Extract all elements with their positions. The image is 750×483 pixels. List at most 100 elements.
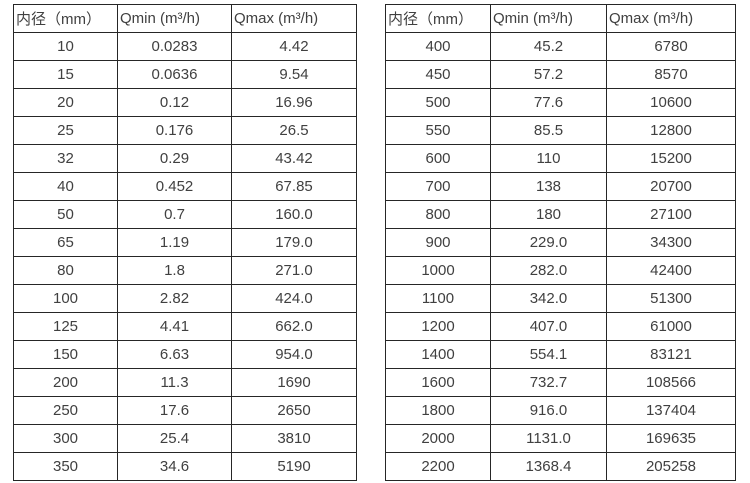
flow-table-small-diameters: 内径（mm） Qmin (m³/h) Qmax (m³/h) 10 0.0283 4…: [13, 4, 357, 481]
table-cell: 4.41: [117, 312, 232, 341]
table-cell: 1800: [385, 396, 491, 425]
table-cell: 8570: [606, 60, 736, 89]
table-cell: 42400: [606, 256, 736, 285]
table-cell: 424.0: [231, 284, 357, 313]
table-row: 1000 282.0 42400: [385, 256, 736, 285]
table-cell: 300: [13, 424, 118, 453]
table-cell: 15200: [606, 144, 736, 173]
table-cell: 2000: [385, 424, 491, 453]
table-cell: 350: [13, 452, 118, 481]
table-cell: 554.1: [490, 340, 607, 369]
table-row: 50 0.7 160.0: [13, 200, 357, 229]
table-cell: 27100: [606, 200, 736, 229]
table-row: 125 4.41 662.0: [13, 312, 357, 341]
table-row: 100 2.82 424.0: [13, 284, 357, 313]
table-cell: 450: [385, 60, 491, 89]
table-cell: 125: [13, 312, 118, 341]
table-row: 10 0.0283 4.42: [13, 32, 357, 61]
table-cell: 732.7: [490, 368, 607, 397]
table-cell: 25: [13, 116, 118, 145]
table-row: 300 25.4 3810: [13, 424, 357, 453]
table-row: 150 6.63 954.0: [13, 340, 357, 369]
table-cell: 4.42: [231, 32, 357, 61]
table-header-row: 内径（mm） Qmin (m³/h) Qmax (m³/h): [385, 4, 736, 33]
table-cell: 200: [13, 368, 118, 397]
table-cell: 57.2: [490, 60, 607, 89]
table-row: 1600 732.7 108566: [385, 368, 736, 397]
table-cell: 110: [490, 144, 607, 173]
table-cell: 400: [385, 32, 491, 61]
table-row: 20 0.12 16.96: [13, 88, 357, 117]
table-header-row: 内径（mm） Qmin (m³/h) Qmax (m³/h): [13, 4, 357, 33]
table-cell: 100: [13, 284, 118, 313]
header-qmax: Qmax (m³/h): [606, 4, 736, 33]
header-qmax: Qmax (m³/h): [231, 4, 357, 33]
table-row: 500 77.6 10600: [385, 88, 736, 117]
table-row: 2200 1368.4 205258: [385, 452, 736, 481]
table-row: 1800 916.0 137404: [385, 396, 736, 425]
table-row: 80 1.8 271.0: [13, 256, 357, 285]
table-cell: 20700: [606, 172, 736, 201]
table-cell: 662.0: [231, 312, 357, 341]
header-inner-diameter: 内径（mm）: [385, 4, 491, 33]
table-row: 15 0.0636 9.54: [13, 60, 357, 89]
table-cell: 6780: [606, 32, 736, 61]
table-cell: 150: [13, 340, 118, 369]
table-cell: 954.0: [231, 340, 357, 369]
table-cell: 61000: [606, 312, 736, 341]
table-cell: 407.0: [490, 312, 607, 341]
table-cell: 20: [13, 88, 118, 117]
table-cell: 0.12: [117, 88, 232, 117]
table-cell: 40: [13, 172, 118, 201]
table-cell: 600: [385, 144, 491, 173]
table-cell: 15: [13, 60, 118, 89]
table-cell: 205258: [606, 452, 736, 481]
table-cell: 43.42: [231, 144, 357, 173]
table-row: 800 180 27100: [385, 200, 736, 229]
table-cell: 5190: [231, 452, 357, 481]
header-qmin: Qmin (m³/h): [117, 4, 232, 33]
table-row: 250 17.6 2650: [13, 396, 357, 425]
table-row: 550 85.5 12800: [385, 116, 736, 145]
table-row: 200 11.3 1690: [13, 368, 357, 397]
table-cell: 2200: [385, 452, 491, 481]
table-cell: 3810: [231, 424, 357, 453]
table-row: 350 34.6 5190: [13, 452, 357, 481]
table-cell: 1368.4: [490, 452, 607, 481]
flow-table-large-diameters: 内径（mm） Qmin (m³/h) Qmax (m³/h) 400 45.2 67…: [385, 4, 736, 481]
table-cell: 0.176: [117, 116, 232, 145]
table-cell: 2650: [231, 396, 357, 425]
table-row: 1400 554.1 83121: [385, 340, 736, 369]
table-cell: 229.0: [490, 228, 607, 257]
table-cell: 271.0: [231, 256, 357, 285]
table-cell: 0.29: [117, 144, 232, 173]
table-row: 32 0.29 43.42: [13, 144, 357, 173]
table-cell: 0.452: [117, 172, 232, 201]
table-cell: 342.0: [490, 284, 607, 313]
table-cell: 1690: [231, 368, 357, 397]
table-cell: 45.2: [490, 32, 607, 61]
table-row: 900 229.0 34300: [385, 228, 736, 257]
table-cell: 1400: [385, 340, 491, 369]
table-cell: 85.5: [490, 116, 607, 145]
table-cell: 108566: [606, 368, 736, 397]
header-qmin: Qmin (m³/h): [490, 4, 607, 33]
table-cell: 1.8: [117, 256, 232, 285]
table-body: 400 45.2 6780 450 57.2 8570 500 77.6 10600 550 85.…: [385, 32, 736, 481]
table-cell: 1131.0: [490, 424, 607, 453]
table-cell: 800: [385, 200, 491, 229]
table-row: 700 138 20700: [385, 172, 736, 201]
table-cell: 1600: [385, 368, 491, 397]
table-cell: 179.0: [231, 228, 357, 257]
table-cell: 67.85: [231, 172, 357, 201]
table-cell: 32: [13, 144, 118, 173]
table-cell: 1000: [385, 256, 491, 285]
table-cell: 0.0283: [117, 32, 232, 61]
table-cell: 80: [13, 256, 118, 285]
table-cell: 83121: [606, 340, 736, 369]
table-cell: 65: [13, 228, 118, 257]
table-row: 400 45.2 6780: [385, 32, 736, 61]
header-inner-diameter: 内径（mm）: [13, 4, 118, 33]
table-cell: 160.0: [231, 200, 357, 229]
